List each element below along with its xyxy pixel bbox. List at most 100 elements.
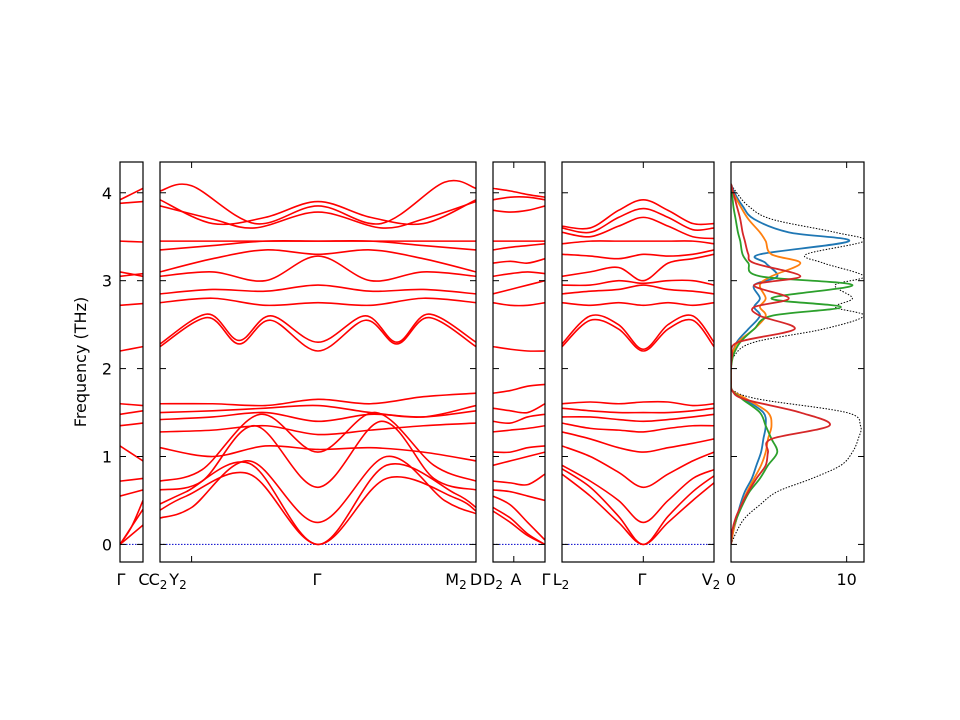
- band-line: [493, 451, 545, 467]
- band-line: [160, 411, 476, 482]
- band-line: [493, 445, 545, 454]
- band-line: [562, 240, 714, 245]
- band-line: [160, 404, 476, 418]
- band-line: [493, 257, 545, 264]
- band-line: [120, 402, 143, 407]
- band-line: [562, 314, 714, 351]
- band-panel-4: [561, 161, 715, 563]
- band-line: [493, 196, 545, 201]
- band-line: [120, 271, 143, 278]
- dos-frame: [730, 161, 865, 563]
- panel-frame: [119, 161, 144, 563]
- band-line: [160, 284, 476, 295]
- band-line: [120, 187, 143, 201]
- band-panel-3: [492, 161, 546, 563]
- band-panel-1: 0 1 2 3 4: [102, 161, 144, 563]
- band-line: [562, 464, 714, 524]
- band-line: [493, 510, 545, 546]
- band-line: [160, 422, 476, 436]
- band-line: [493, 489, 545, 502]
- dos-x-tick-label: 0: [726, 570, 736, 589]
- panel-frame: [492, 161, 546, 563]
- x-tick-labels: Γ C C2 Y2 Γ M2 D D2 A Γ L2 Γ V2: [117, 570, 721, 592]
- band-line: [493, 205, 545, 213]
- band-line: [562, 413, 714, 423]
- band-line: [562, 216, 714, 240]
- band-line: [120, 200, 143, 205]
- band-line: [160, 179, 476, 225]
- band-line: [562, 198, 714, 230]
- band-line: [493, 424, 545, 433]
- y-axis-label: Frequency (THz): [71, 297, 90, 427]
- band-line: [120, 240, 143, 243]
- band-line: [120, 422, 143, 427]
- x-tick-label: D: [470, 570, 482, 589]
- band-line: [120, 500, 143, 545]
- x-tick-label: M2: [445, 570, 466, 592]
- band-line: [160, 471, 476, 546]
- x-tick-label: Γ: [117, 570, 126, 589]
- band-line: [160, 316, 476, 352]
- band-line: [562, 422, 714, 433]
- x-tick-label: C2: [149, 570, 168, 592]
- band-line: [120, 445, 143, 462]
- band-line: [562, 445, 714, 489]
- dos-partial-line-4: [731, 183, 831, 545]
- panel-frame: [561, 161, 715, 563]
- band-panel-2: [159, 161, 477, 563]
- x-tick-label: Γ: [638, 570, 647, 589]
- band-line: [160, 392, 476, 407]
- y-tick-label: 4: [102, 184, 112, 203]
- band-line: [493, 403, 545, 414]
- band-line: [493, 473, 545, 486]
- band-line: [160, 199, 476, 226]
- panel-frame: [159, 161, 477, 563]
- y-tick-label: 2: [102, 360, 112, 379]
- dos-panel: 0 10: [726, 161, 865, 589]
- band-line: [562, 431, 714, 453]
- band-line: [160, 249, 476, 273]
- band-line: [562, 207, 714, 234]
- dos-total-line: [731, 183, 864, 545]
- y-tick-label: 0: [102, 535, 112, 554]
- band-line: [493, 279, 545, 295]
- x-tick-label: Γ: [313, 570, 322, 589]
- band-line: [562, 301, 714, 307]
- band-line: [120, 409, 143, 416]
- band-line: [120, 302, 143, 307]
- band-line: [562, 253, 714, 282]
- band-panels: 0 1 2 3 4: [102, 161, 715, 563]
- band-line: [120, 272, 143, 278]
- dos-partial-line-2: [731, 183, 802, 545]
- band-line: [120, 345, 143, 352]
- band-line: [160, 200, 476, 229]
- band-line: [160, 444, 476, 462]
- band-line: [562, 249, 714, 260]
- band-line: [160, 297, 476, 307]
- band-line: [160, 239, 476, 251]
- x-tick-label: Γ: [542, 570, 551, 589]
- band-line: [160, 313, 476, 345]
- band-line: [160, 420, 476, 491]
- band-line: [493, 271, 545, 278]
- band-line: [120, 489, 143, 497]
- x-tick-label: D2: [483, 570, 503, 592]
- band-line: [562, 400, 714, 407]
- band-line: [493, 495, 545, 541]
- y-tick-label: 1: [102, 448, 112, 467]
- band-line: [493, 242, 545, 251]
- band-line: [120, 477, 143, 482]
- x-tick-label: L2: [553, 570, 570, 592]
- band-line: [493, 383, 545, 395]
- band-line: [562, 279, 714, 287]
- band-line: [160, 455, 476, 524]
- band-line: [562, 318, 714, 352]
- x-tick-label: C: [138, 570, 149, 589]
- band-line: [493, 187, 545, 198]
- dos-x-tick-label: 10: [836, 570, 856, 589]
- band-line: [562, 473, 714, 546]
- band-line: [562, 284, 714, 295]
- band-line: [493, 413, 545, 425]
- band-line: [160, 255, 476, 282]
